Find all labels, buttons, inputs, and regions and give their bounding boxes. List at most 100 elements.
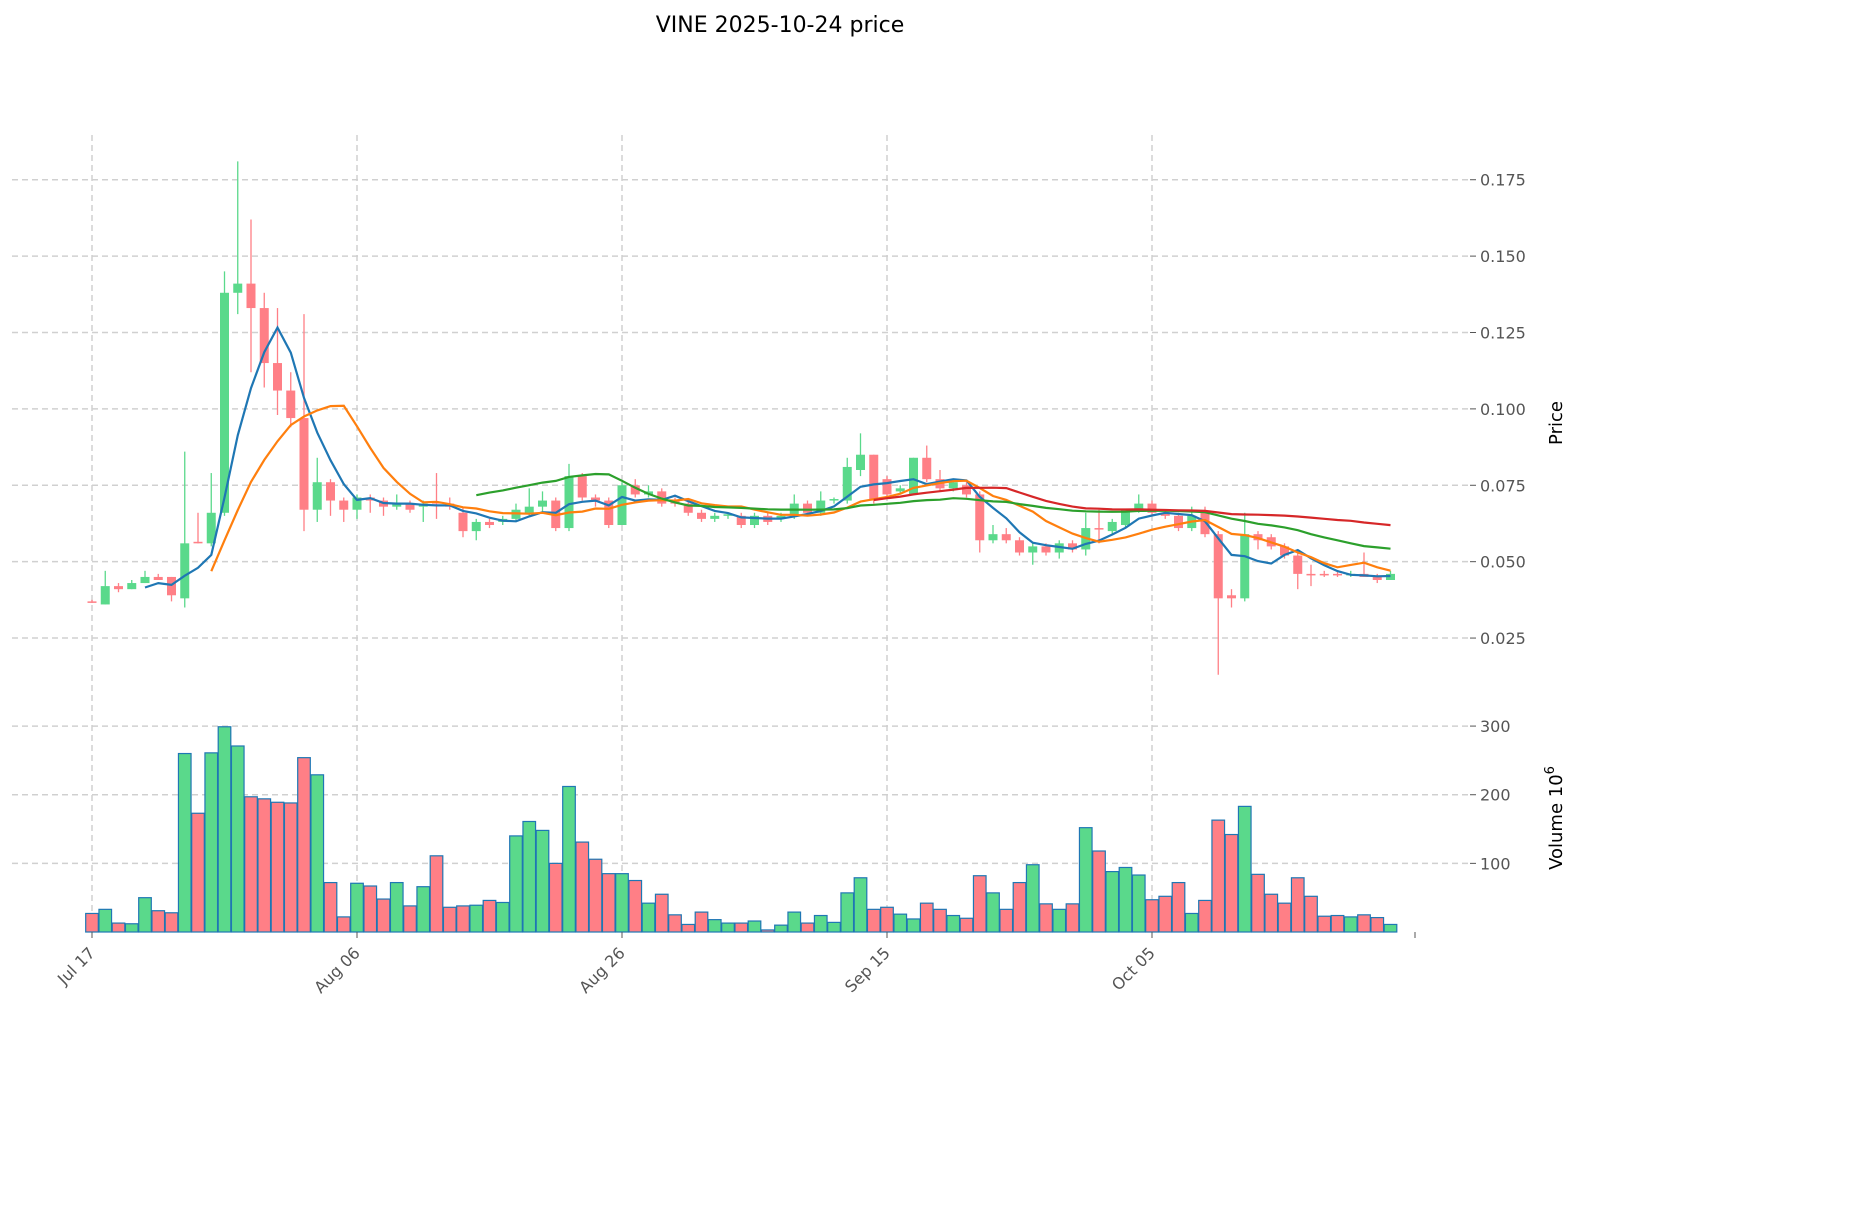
volume-axis-label-exponent: 6 [1543, 766, 1558, 774]
volume-bar [416, 886, 431, 933]
volume-bar [933, 908, 947, 933]
volume-bar [217, 726, 232, 933]
volume-bar [628, 879, 643, 933]
y-tick-label: 0.025 [1480, 629, 1526, 648]
volume-bar [601, 873, 616, 933]
volume-bar [244, 796, 258, 933]
candle-body [948, 482, 958, 489]
volume-bar [151, 910, 166, 933]
candle-body [206, 512, 216, 544]
candle-body [273, 363, 282, 391]
volume-bar [1264, 893, 1279, 933]
volume-bar [959, 917, 974, 933]
candle-body [405, 503, 415, 510]
volume-bar [429, 855, 444, 933]
volume-bar [827, 921, 841, 933]
candle-body [1068, 543, 1077, 550]
volume-bar [1330, 914, 1345, 933]
volume-bar [986, 892, 1000, 933]
candle-body [736, 515, 746, 525]
volume-bar [654, 893, 669, 933]
volume-bar [1383, 923, 1398, 933]
volume-bar [297, 757, 311, 933]
ma-60-line [873, 486, 1391, 527]
x-tick-label: Aug 06 [310, 943, 364, 997]
moving-averages [144, 325, 1391, 589]
candle-body [1280, 546, 1289, 556]
volume-bar [548, 862, 563, 933]
volume-bar [1290, 877, 1305, 933]
volume-bar [747, 920, 762, 933]
candle-body [988, 534, 998, 541]
candle-body [1333, 573, 1342, 576]
candle-body [1227, 595, 1236, 599]
candle-body [471, 521, 481, 532]
volume-bar [641, 902, 656, 933]
volume-bar [111, 922, 126, 933]
x-tick-label: Jul 17 [53, 943, 99, 989]
candle-body [895, 488, 905, 492]
candle-body [1319, 573, 1329, 576]
candle-body [776, 515, 786, 519]
volume-bar [999, 908, 1014, 933]
volume-bar [1039, 903, 1053, 933]
volume-bar [522, 820, 537, 933]
volume-bar [1343, 916, 1358, 933]
candle-body [577, 476, 587, 498]
candle-body [723, 514, 733, 516]
candle-body [392, 503, 402, 507]
volume-bar [482, 899, 497, 933]
volume-bar [138, 897, 152, 933]
candle-body [246, 283, 256, 309]
volume-bar [1370, 916, 1385, 933]
candle-body [233, 283, 243, 293]
chart-title: VINE 2025-10-24 price [656, 13, 905, 38]
candle-body [127, 583, 137, 590]
volume-bar [509, 835, 523, 933]
volume-bar [880, 906, 894, 933]
candle-body [114, 586, 123, 590]
volume-bar [787, 911, 802, 933]
volume-tick-label: 300 [1480, 717, 1511, 736]
candle-body [1293, 555, 1303, 574]
volume-bar [946, 914, 961, 933]
y-tick-label: 0.175 [1480, 171, 1526, 190]
volume-bar [972, 875, 987, 933]
candle-body [458, 512, 468, 532]
volume-bar [588, 858, 603, 933]
volume-bar [535, 829, 550, 933]
candle-body [485, 521, 494, 525]
y-tick-label: 0.050 [1480, 553, 1526, 572]
x-tick-label: Aug 26 [575, 943, 629, 997]
volume-bar [760, 929, 775, 933]
candle-body [167, 576, 176, 596]
volume-bar [1357, 914, 1371, 933]
candle-body [1107, 521, 1117, 532]
y-tick-label: 0.125 [1480, 324, 1526, 343]
candle-body [87, 601, 97, 603]
volume-bar [1092, 850, 1106, 933]
candle-body [750, 515, 759, 525]
candle-body [1121, 509, 1130, 525]
volume-bar [257, 798, 272, 933]
volume-bar [1025, 864, 1040, 933]
volume-bar [1198, 899, 1212, 933]
candle-body [1028, 546, 1038, 553]
candle-body [962, 485, 971, 495]
volume-bar [813, 914, 828, 933]
volume-bar [456, 905, 470, 933]
candle-body [1001, 534, 1011, 541]
volume-bar [442, 906, 457, 933]
volume-bar [164, 912, 179, 933]
candle-body [869, 454, 879, 501]
volume-bar [1317, 915, 1332, 933]
volume-axis-label: Volume 106 [1543, 766, 1567, 870]
volume-bar [866, 908, 881, 933]
volume-bar [1304, 895, 1318, 933]
candle-body [591, 497, 600, 501]
candle-body [180, 543, 190, 599]
volume-bar [575, 841, 590, 933]
candle-body [538, 500, 547, 507]
volume-bar [774, 924, 788, 933]
candle-body [1174, 515, 1183, 529]
